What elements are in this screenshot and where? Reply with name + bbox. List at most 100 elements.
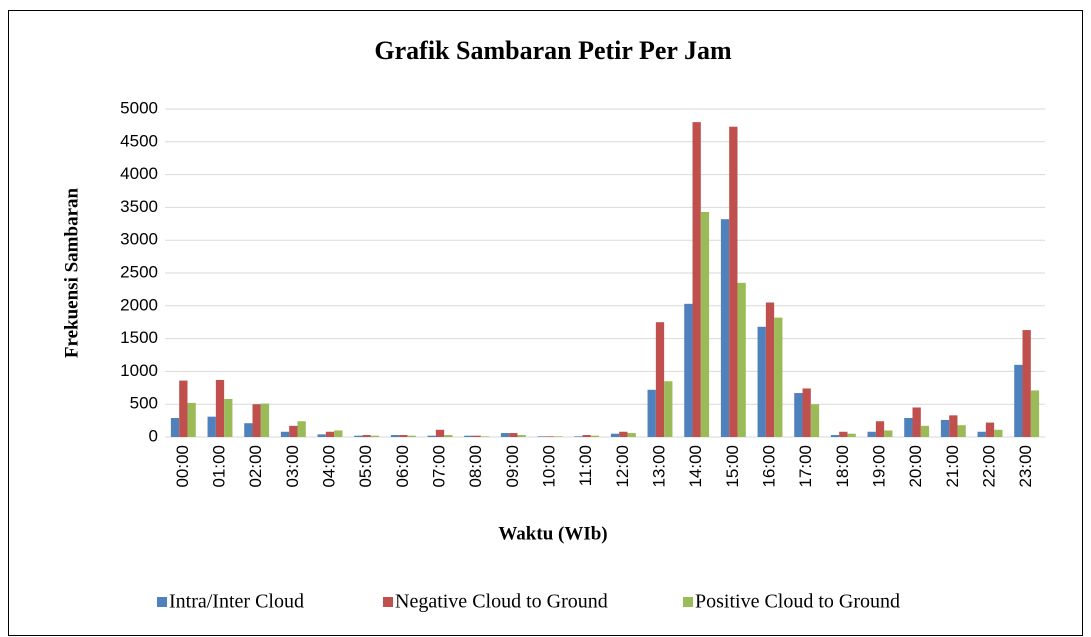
bar — [207, 416, 216, 437]
bar — [867, 431, 876, 437]
bar — [1030, 390, 1040, 437]
bar — [537, 436, 546, 437]
bar — [875, 421, 885, 437]
x-tick-label: 00:00 — [173, 445, 192, 488]
bar — [985, 422, 995, 437]
bar — [720, 219, 730, 437]
x-tick-label: 12:00 — [613, 445, 632, 488]
bar — [794, 393, 803, 437]
bar — [610, 433, 620, 437]
bar — [500, 433, 510, 437]
y-tick-label: 2000 — [120, 295, 158, 314]
bar — [334, 430, 343, 437]
bar — [774, 317, 783, 437]
bar — [289, 425, 298, 437]
y-tick-label: 2500 — [120, 262, 158, 281]
bar — [830, 435, 840, 437]
bar — [884, 430, 893, 437]
bar — [407, 435, 416, 437]
bar — [940, 419, 950, 437]
bar — [280, 431, 290, 437]
y-axis-title: Frekuensi Sambaran — [61, 187, 82, 358]
x-tick-label: 19:00 — [869, 445, 888, 488]
x-tick-label: 22:00 — [979, 445, 998, 488]
x-tick-label: 21:00 — [943, 445, 962, 488]
bar — [582, 435, 591, 437]
y-tick-label: 5000 — [120, 98, 158, 117]
bar — [904, 417, 913, 437]
x-tick-label: 14:00 — [686, 445, 705, 488]
bar — [619, 431, 628, 437]
bar — [317, 434, 326, 437]
bar — [244, 423, 253, 437]
y-tick-label: 3000 — [120, 230, 158, 249]
bar — [390, 435, 400, 437]
x-tick-label: 08:00 — [466, 445, 485, 488]
bar — [994, 429, 1003, 437]
bar — [260, 403, 270, 437]
y-tick-label: 0 — [149, 426, 158, 445]
y-tick-label: 4000 — [120, 164, 158, 183]
bar — [729, 126, 738, 437]
x-tick-label: 10:00 — [539, 445, 558, 488]
bar — [664, 381, 673, 437]
legend-label: Negative Cloud to Ground — [395, 591, 608, 613]
y-tick-label: 4500 — [120, 131, 158, 150]
bar — [480, 436, 490, 437]
x-tick-label: 06:00 — [393, 445, 412, 488]
bar — [517, 435, 526, 437]
bar — [427, 435, 436, 437]
bar — [574, 436, 583, 437]
chart-border — [8, 10, 1083, 636]
bar — [700, 211, 710, 437]
bar — [224, 398, 233, 437]
y-tick-label: 500 — [130, 394, 158, 413]
bar — [810, 404, 820, 437]
bar — [370, 435, 380, 437]
x-tick-label: 05:00 — [356, 445, 375, 488]
y-tick-label: 3500 — [120, 197, 158, 216]
x-tick-label: 17:00 — [796, 445, 815, 488]
bar — [444, 435, 453, 437]
bar — [297, 421, 306, 437]
bar — [554, 436, 563, 437]
bar — [435, 429, 445, 437]
bar — [215, 379, 225, 437]
bar — [684, 303, 693, 437]
y-tick-label: 1000 — [120, 361, 158, 380]
bar — [509, 433, 518, 437]
bar — [957, 425, 966, 437]
legend-swatch — [683, 597, 693, 607]
chart-title: Grafik Sambaran Petir Per Jam — [374, 36, 732, 65]
bar — [802, 388, 811, 437]
bar — [655, 322, 665, 437]
bar — [847, 433, 856, 437]
x-tick-label: 04:00 — [319, 445, 338, 488]
x-tick-label: 03:00 — [283, 445, 302, 488]
bar — [949, 415, 958, 437]
bar — [187, 402, 196, 437]
bar — [354, 435, 363, 437]
legend-label: Intra/Inter Cloud — [169, 591, 304, 613]
x-tick-label: 16:00 — [759, 445, 778, 488]
bar — [757, 326, 766, 437]
bar — [170, 417, 180, 437]
x-tick-label: 09:00 — [503, 445, 522, 488]
legend-label: Positive Cloud to Ground — [695, 591, 900, 613]
y-tick-label: 1500 — [120, 328, 158, 347]
bar — [252, 404, 261, 437]
x-tick-label: 01:00 — [209, 445, 228, 488]
x-tick-label: 20:00 — [906, 445, 925, 488]
bar — [737, 282, 746, 437]
x-tick-label: 11:00 — [576, 445, 595, 486]
bar — [1014, 364, 1023, 437]
x-tick-label: 23:00 — [1016, 445, 1035, 488]
bar — [362, 435, 371, 437]
bar — [977, 431, 986, 437]
bar — [839, 431, 848, 437]
bar — [399, 435, 408, 437]
x-tick-label: 18:00 — [833, 445, 852, 488]
bar — [647, 389, 656, 437]
bar — [920, 425, 930, 437]
